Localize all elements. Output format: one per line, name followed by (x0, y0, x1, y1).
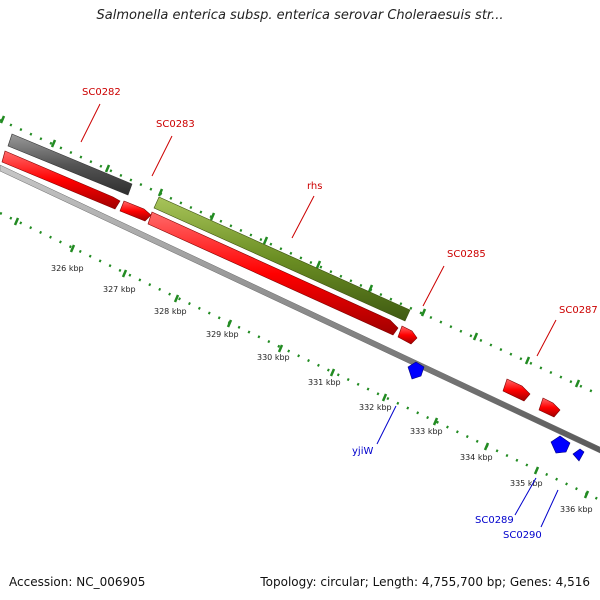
gene-rhs[interactable] (153, 196, 411, 322)
outer-major-ticks (0, 115, 581, 388)
gene-sc0287-b[interactable] (538, 397, 561, 418)
kbp-label: 330 kbp (257, 353, 290, 362)
feature-sc0282-gray (7, 133, 133, 196)
kbp-label: 336 kbp (560, 505, 593, 514)
gene-rhs-red[interactable] (147, 211, 399, 336)
gene-yjiw[interactable] (407, 361, 425, 380)
gene-sc0283[interactable] (119, 200, 152, 222)
gene-sc0287[interactable] (502, 378, 531, 402)
kbp-label: 332 kbp (359, 403, 392, 412)
inner-tick-ring (0, 211, 600, 502)
kbp-label: 333 kbp (410, 427, 443, 436)
gene-label-sc0283: SC0283 (156, 119, 195, 130)
gene-sc0289[interactable] (550, 435, 571, 454)
topology-text: Topology: circular; Length: 4,755,700 bp… (260, 575, 590, 589)
kbp-label: 329 kbp (206, 330, 239, 339)
gene-label-yjiw: yjiW (352, 446, 373, 457)
accession-text: Accession: NC_006905 (9, 575, 146, 589)
gene-sc0290[interactable] (572, 448, 585, 462)
kbp-label: 334 kbp (460, 453, 493, 462)
map-title: Salmonella enterica subsp. enterica sero… (96, 8, 504, 23)
kbp-label: 331 kbp (308, 378, 341, 387)
gene-sc0285[interactable] (397, 325, 418, 345)
gene-label-sc0287: SC0287 (559, 305, 598, 316)
gene-label-sc0282: SC0282 (82, 87, 121, 98)
kbp-label: 326 kbp (51, 264, 84, 273)
gene-label-sc0290: SC0290 (503, 530, 542, 541)
backbone (0, 164, 600, 454)
gene-label-sc0285: SC0285 (447, 249, 486, 260)
kbp-labels: 326 kbp 327 kbp 328 kbp 329 kbp 330 kbp … (51, 264, 593, 514)
inner-major-ticks (13, 217, 590, 499)
kbp-label: 328 kbp (154, 307, 187, 316)
forward-leader-lines (80, 103, 557, 357)
kbp-label: 327 kbp (103, 285, 136, 294)
outer-tick-ring (0, 118, 600, 397)
gene-label-sc0289: SC0289 (475, 515, 514, 526)
reverse-leader-lines (376, 405, 559, 528)
gene-sc0282[interactable] (1, 150, 121, 210)
gene-label-rhs: rhs (307, 181, 322, 192)
kbp-label: 335 kbp (510, 479, 543, 488)
